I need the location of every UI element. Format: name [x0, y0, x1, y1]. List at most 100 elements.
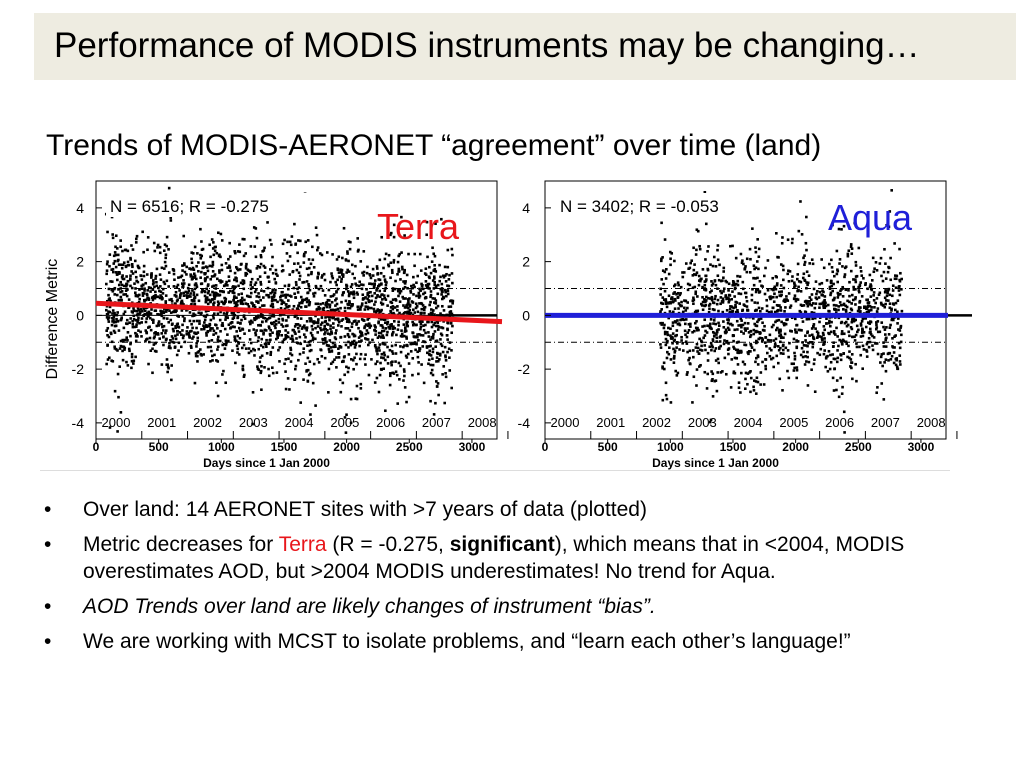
data-point — [733, 356, 737, 360]
data-point — [236, 347, 240, 351]
data-point — [884, 358, 888, 361]
data-point — [285, 305, 288, 309]
data-point — [306, 291, 309, 295]
data-point — [222, 301, 225, 305]
data-point — [231, 289, 235, 293]
data-point — [732, 339, 735, 343]
data-point — [744, 295, 748, 299]
data-point — [251, 286, 254, 289]
data-point — [396, 328, 400, 331]
data-point — [131, 319, 134, 323]
data-point — [167, 285, 170, 288]
data-point — [436, 283, 440, 287]
data-point — [836, 268, 839, 272]
data-point — [426, 284, 430, 288]
data-point — [838, 338, 841, 342]
data-point — [119, 280, 123, 284]
data-point — [805, 215, 808, 219]
data-point — [296, 323, 300, 326]
data-point — [812, 362, 816, 366]
data-point — [105, 316, 109, 319]
data-point — [239, 322, 242, 325]
data-point — [402, 297, 405, 300]
data-point — [718, 336, 722, 339]
data-point — [858, 345, 861, 349]
data-point — [169, 216, 173, 219]
data-point — [283, 293, 287, 297]
data-point — [809, 340, 812, 344]
data-point — [782, 322, 785, 325]
data-point — [864, 283, 867, 287]
data-point — [440, 293, 443, 296]
data-point — [770, 357, 773, 361]
data-point — [241, 237, 245, 241]
data-point — [319, 348, 323, 352]
data-point — [117, 395, 120, 399]
data-point — [671, 310, 675, 314]
data-point — [712, 301, 716, 305]
data-point — [787, 269, 790, 273]
data-point — [284, 337, 287, 341]
data-point — [171, 327, 175, 331]
data-point — [237, 284, 240, 288]
data-point — [111, 290, 115, 293]
data-point — [105, 329, 108, 332]
data-point — [682, 318, 686, 322]
data-point — [188, 319, 192, 323]
data-point — [439, 332, 443, 336]
data-point — [314, 286, 318, 289]
data-point — [857, 246, 861, 250]
data-point — [284, 333, 287, 337]
data-point — [286, 305, 290, 309]
data-point — [366, 338, 370, 341]
data-point — [199, 253, 202, 257]
data-point — [377, 308, 381, 312]
data-point — [314, 302, 318, 306]
data-point — [233, 251, 237, 255]
data-point — [213, 312, 216, 315]
data-point — [422, 340, 425, 343]
data-point — [132, 362, 135, 365]
data-point — [723, 356, 727, 360]
data-point — [127, 263, 131, 267]
data-point — [410, 284, 413, 288]
data-point — [187, 351, 191, 355]
data-point — [353, 276, 356, 280]
data-point — [161, 297, 164, 300]
data-point — [841, 385, 844, 389]
data-point — [347, 294, 351, 298]
data-point — [783, 300, 787, 303]
data-point — [404, 306, 408, 309]
data-point — [271, 313, 275, 317]
data-point — [807, 317, 811, 320]
data-point — [832, 282, 835, 286]
data-point — [825, 322, 828, 325]
data-point — [429, 293, 433, 297]
data-point — [111, 236, 115, 240]
data-point — [848, 294, 851, 298]
data-point — [120, 316, 124, 320]
data-point — [119, 245, 122, 249]
data-point — [283, 284, 287, 288]
data-point — [232, 287, 236, 291]
data-point — [770, 310, 773, 314]
data-point — [859, 269, 863, 273]
data-point — [132, 359, 136, 363]
data-point — [752, 328, 756, 332]
data-point — [112, 318, 115, 322]
data-point — [404, 354, 408, 358]
data-point — [306, 368, 310, 372]
data-point — [865, 310, 869, 314]
data-point — [216, 348, 219, 351]
data-point — [195, 319, 199, 323]
data-point — [135, 313, 139, 317]
data-point — [185, 330, 189, 333]
data-point — [820, 302, 823, 306]
data-point — [754, 290, 758, 294]
data-point — [190, 268, 193, 271]
data-point — [401, 345, 405, 349]
data-point — [293, 262, 296, 266]
data-point — [141, 309, 144, 313]
data-point — [686, 350, 689, 354]
data-point — [274, 281, 278, 285]
